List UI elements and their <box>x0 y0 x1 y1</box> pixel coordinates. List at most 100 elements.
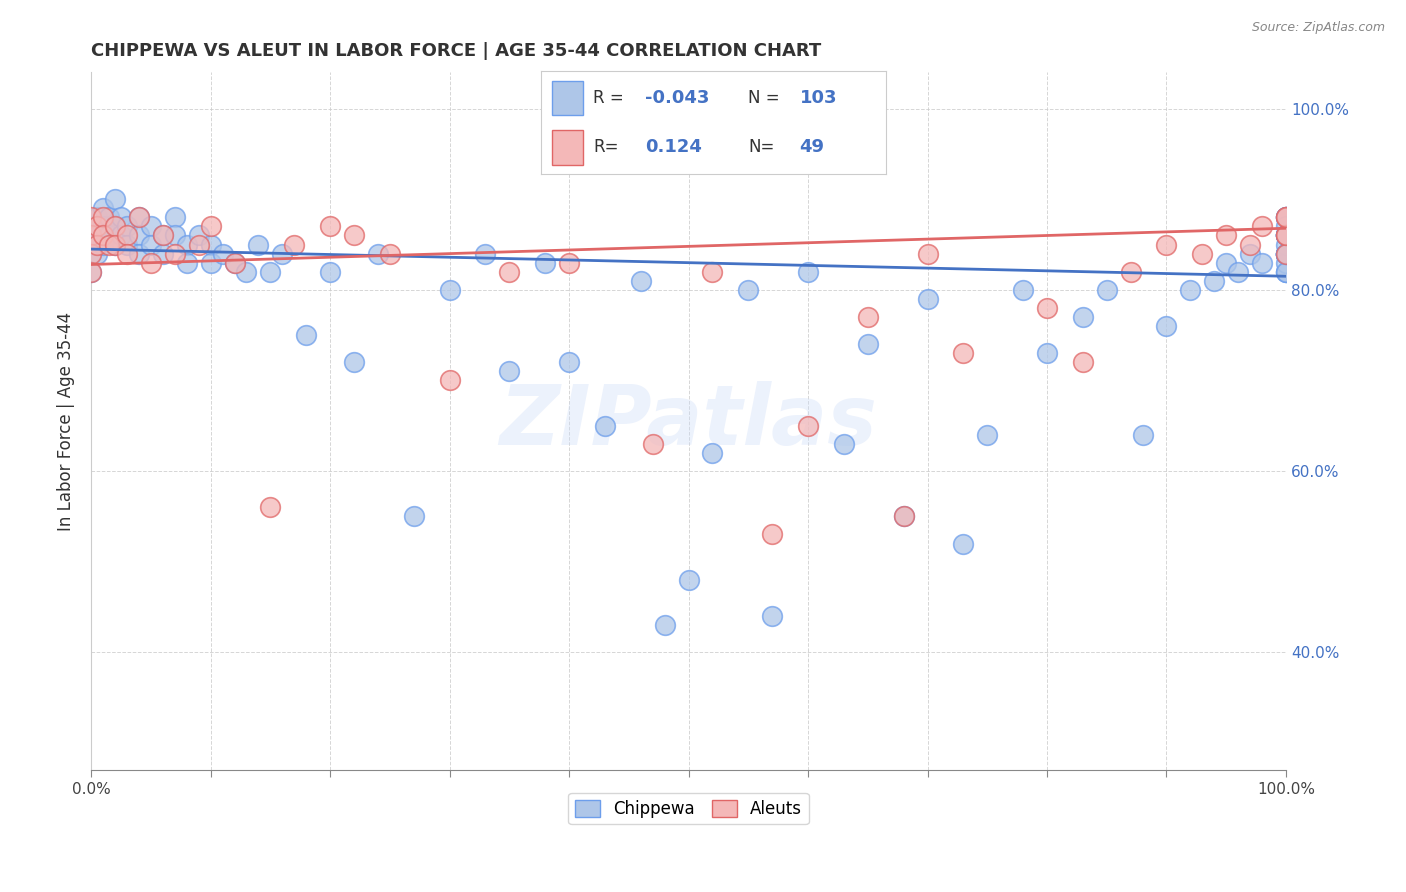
Point <box>319 265 342 279</box>
Point <box>110 228 132 243</box>
Point <box>115 246 138 260</box>
Point <box>1275 228 1298 243</box>
Text: 49: 49 <box>800 137 825 156</box>
Point <box>1275 228 1298 243</box>
Y-axis label: In Labor Force | Age 35-44: In Labor Force | Age 35-44 <box>58 311 75 531</box>
Point <box>1180 283 1202 297</box>
Point <box>1275 246 1298 260</box>
Text: R=: R= <box>593 137 619 156</box>
Point <box>1275 228 1298 243</box>
Point <box>235 265 257 279</box>
Point <box>1275 265 1298 279</box>
Point <box>1275 228 1298 243</box>
Point <box>91 237 114 252</box>
Point <box>80 228 103 243</box>
Point <box>152 228 174 243</box>
Point <box>1239 246 1261 260</box>
Point <box>1275 246 1298 260</box>
Point <box>893 509 915 524</box>
Point <box>1215 228 1237 243</box>
Point <box>115 237 138 252</box>
Point <box>91 228 114 243</box>
Point <box>1036 346 1059 360</box>
Point <box>200 255 222 269</box>
Point <box>1275 265 1298 279</box>
Point <box>1275 255 1298 269</box>
Point <box>641 437 664 451</box>
Point <box>98 237 121 252</box>
Point <box>128 228 150 243</box>
Text: -0.043: -0.043 <box>645 88 709 106</box>
Point <box>1275 211 1298 225</box>
Point <box>474 246 496 260</box>
Point <box>86 228 108 243</box>
Point <box>856 337 879 351</box>
Point <box>343 355 366 369</box>
Point <box>200 237 222 252</box>
Text: 0.124: 0.124 <box>645 137 702 156</box>
Point <box>139 237 162 252</box>
Point <box>80 246 103 260</box>
Point <box>893 509 915 524</box>
Point <box>187 228 209 243</box>
Point <box>737 283 759 297</box>
Point <box>80 237 103 252</box>
Point <box>702 446 724 460</box>
Point <box>80 265 103 279</box>
Bar <box>551 80 582 115</box>
Point <box>1275 228 1298 243</box>
Bar <box>551 130 582 165</box>
Legend: Chippewa, Aleuts: Chippewa, Aleuts <box>568 793 808 824</box>
Point <box>115 228 138 243</box>
Point <box>1275 219 1298 234</box>
Point <box>1275 228 1298 243</box>
Point <box>247 237 270 252</box>
Point <box>1071 355 1094 369</box>
Point <box>200 219 222 234</box>
Point <box>271 246 294 260</box>
Point <box>187 237 209 252</box>
Point <box>1191 246 1213 260</box>
Point <box>1215 255 1237 269</box>
Text: ZIPatlas: ZIPatlas <box>499 381 877 462</box>
Point <box>259 265 281 279</box>
Point <box>80 219 103 234</box>
Point <box>797 265 820 279</box>
Point <box>1275 246 1298 260</box>
Point <box>654 618 676 632</box>
Point <box>378 246 401 260</box>
Point <box>367 246 389 260</box>
Point <box>1132 427 1154 442</box>
Point <box>832 437 855 451</box>
Point <box>1275 211 1298 225</box>
Point <box>86 246 108 260</box>
Point <box>98 228 121 243</box>
Point <box>259 500 281 515</box>
Point <box>1036 301 1059 315</box>
Point <box>104 219 127 234</box>
Point <box>163 211 186 225</box>
Point <box>1275 246 1298 260</box>
Point <box>1156 319 1178 334</box>
Point <box>211 246 233 260</box>
Point <box>295 328 318 343</box>
Point <box>115 219 138 234</box>
Text: R =: R = <box>593 88 624 106</box>
Point <box>104 237 127 252</box>
Point <box>1251 255 1274 269</box>
Text: CHIPPEWA VS ALEUT IN LABOR FORCE | AGE 35-44 CORRELATION CHART: CHIPPEWA VS ALEUT IN LABOR FORCE | AGE 3… <box>91 42 821 60</box>
Point <box>534 255 557 269</box>
Point <box>1071 310 1094 324</box>
Point <box>224 255 246 269</box>
Point <box>976 427 998 442</box>
Point <box>678 573 700 587</box>
Point <box>1012 283 1035 297</box>
Point <box>1275 211 1298 225</box>
Point <box>86 211 108 225</box>
Text: 103: 103 <box>800 88 837 106</box>
Point <box>91 211 114 225</box>
Point <box>402 509 425 524</box>
Point <box>1275 228 1298 243</box>
Point <box>110 211 132 225</box>
Point <box>104 192 127 206</box>
